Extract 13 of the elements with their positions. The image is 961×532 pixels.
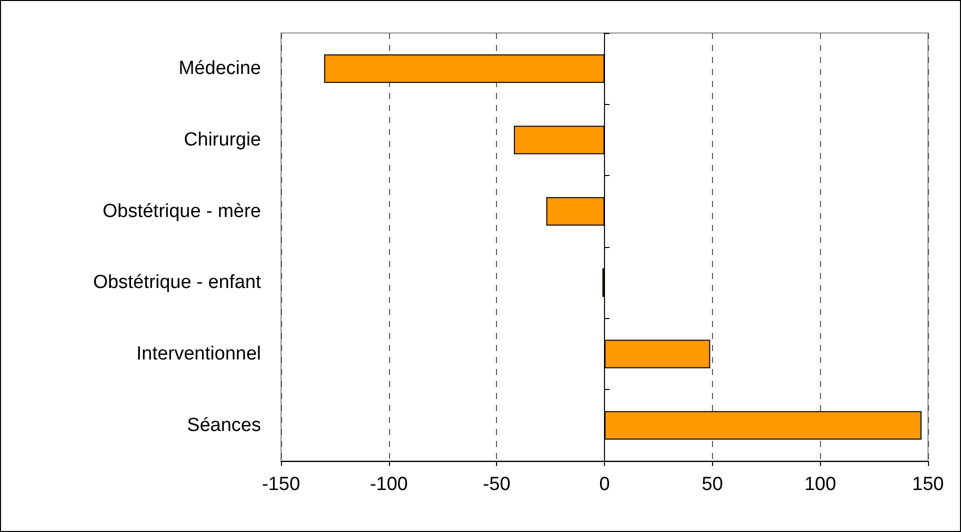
y-tick-label: Séances — [187, 414, 261, 436]
x-tick-label: 50 — [702, 474, 723, 495]
x-tick-label: 150 — [912, 474, 944, 495]
y-tick-label: Chirurgie — [184, 130, 261, 150]
x-tick-label: 0 — [599, 474, 610, 495]
y-tick-label: Obstétrique - mère — [102, 200, 261, 222]
x-tick-label: -50 — [482, 474, 510, 495]
y-tick-label: Interventionnel — [136, 344, 261, 364]
x-tick-label: 100 — [804, 474, 836, 495]
x-tick-label: -150 — [262, 474, 300, 495]
y-tick-label: Médecine — [178, 58, 261, 80]
y-tick-label: Obstétrique - enfant — [93, 272, 262, 294]
x-tick-label: -100 — [370, 474, 408, 495]
